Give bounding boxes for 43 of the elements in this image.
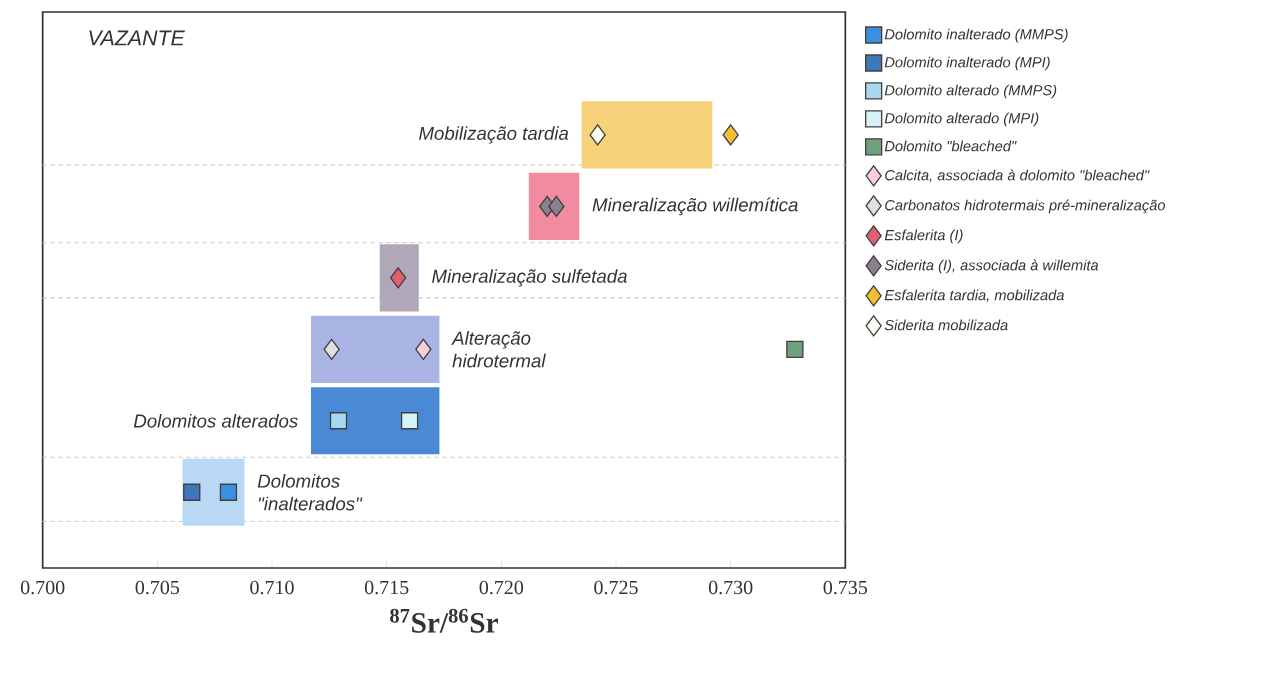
bar	[379, 244, 419, 312]
legend-label: Dolomito alterado (MPI)	[884, 112, 1039, 127]
x-tick-label: 0.730	[708, 580, 753, 595]
point	[415, 338, 432, 361]
point	[548, 195, 565, 218]
bar	[310, 387, 440, 455]
x-tick-label: 0.725	[594, 580, 638, 595]
legend-label: Siderita mobilizada	[884, 319, 1008, 331]
point	[183, 483, 201, 502]
y-tick-label: Dolomitos "inalterados"	[257, 474, 363, 511]
y-tick-label: Alteração hidrotermal	[451, 331, 546, 368]
point	[219, 483, 238, 502]
legend-label: Esfalerita (I)	[884, 229, 963, 244]
bar	[581, 101, 713, 169]
legend-label: Esfalerita tardia, mobilizada	[884, 289, 1064, 303]
legend-label: Dolomito alterado (MMPS)	[884, 84, 1057, 99]
chart-title: VAZANTE	[89, 30, 185, 46]
x-axis-title: $^{87}$Sr/$^{86}$Sr	[390, 608, 498, 633]
point	[329, 412, 348, 430]
y-tick-label: Mineralização sulfetada	[432, 269, 627, 287]
legend-label: Calcita, associada à dolomito "bleached"	[885, 169, 1150, 183]
y-tick-label: Mobilização tardia	[419, 126, 569, 144]
point	[786, 340, 804, 359]
legend-label: Siderita (I), associada à willemita	[884, 259, 1099, 274]
point	[389, 267, 407, 289]
y-tick-label: Mineralização willemítica	[592, 197, 798, 216]
point	[722, 124, 739, 146]
x-tick-label: 0.720	[479, 580, 524, 595]
x-tick-label: 0.735	[823, 580, 868, 595]
legend-label: Dolomito "bleached"	[884, 140, 1017, 152]
x-tick-label: 0.710	[250, 580, 294, 595]
x-tick-label: 0.705	[135, 580, 180, 595]
legend-label: Dolomito inalterado (MPI)	[884, 56, 1050, 71]
legend-label: Dolomito inalterado (MMPS)	[884, 28, 1068, 43]
point	[323, 338, 340, 361]
y-tick-label: Dolomitos alterados	[133, 414, 298, 428]
legend-label: Carbonatos hidrotermais pré-mineralização	[885, 199, 1166, 214]
bar	[528, 172, 580, 241]
bar	[310, 315, 440, 384]
x-tick-label: 0.700	[20, 580, 65, 595]
point	[400, 412, 419, 430]
x-tick-label: 0.715	[364, 580, 409, 595]
point	[589, 124, 606, 146]
